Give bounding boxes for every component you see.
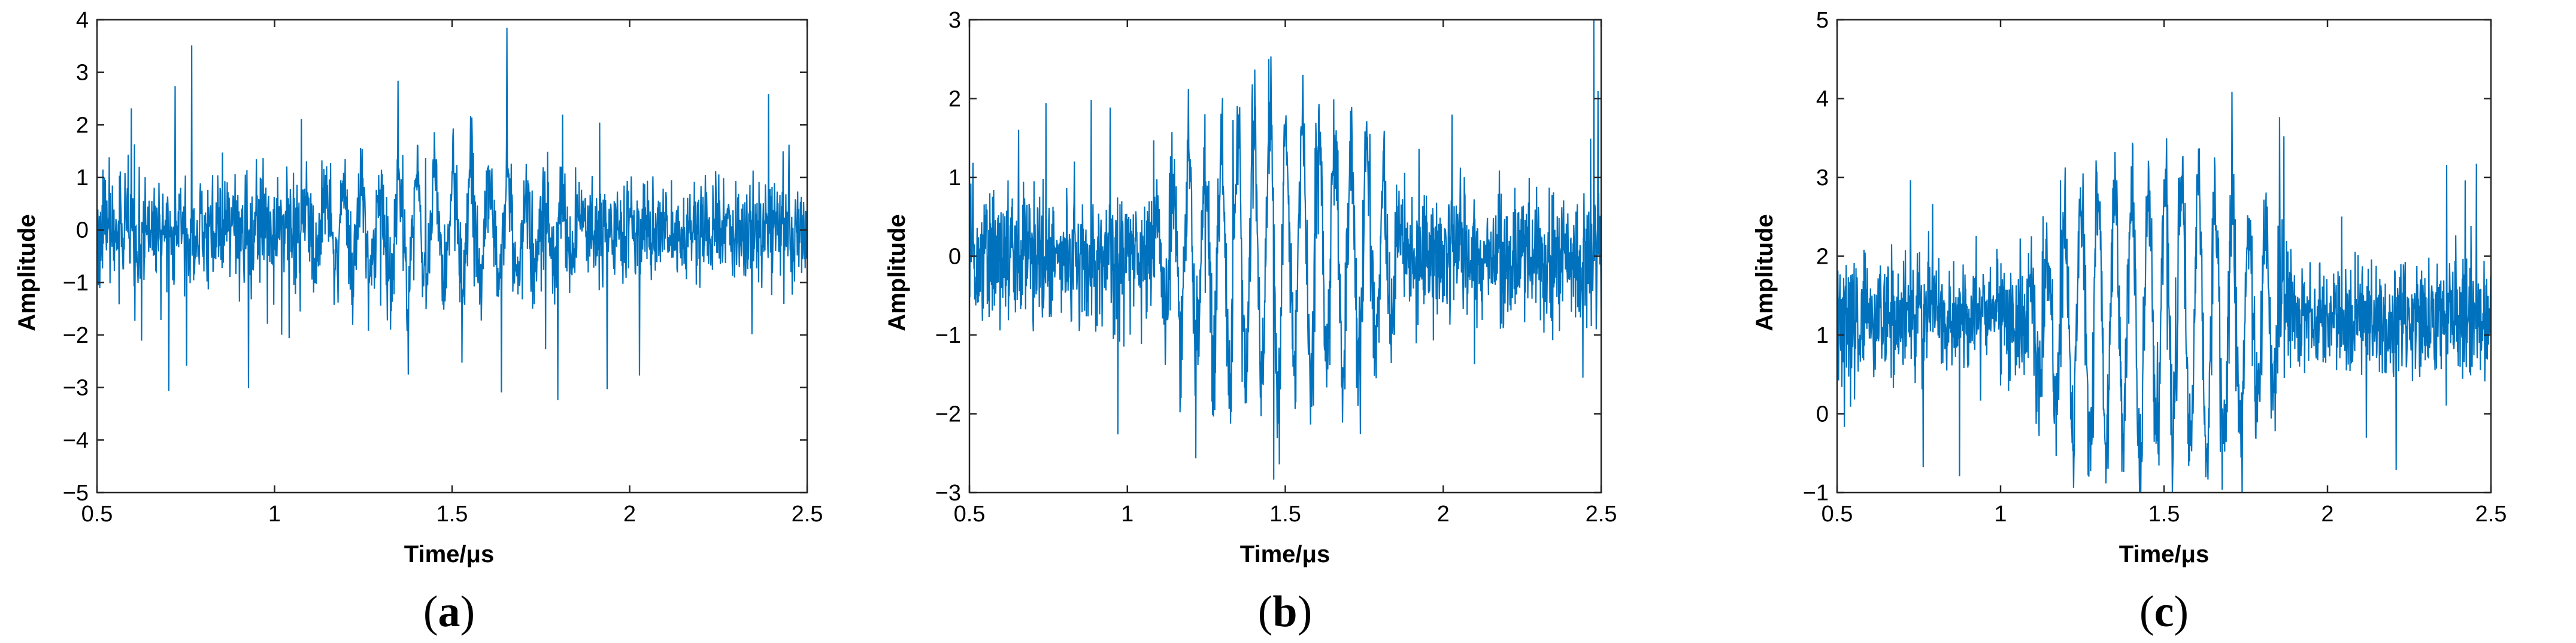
y-tick-label-a: −3 bbox=[63, 376, 89, 401]
x-tick-label-a: 2 bbox=[623, 502, 636, 527]
chart-a-svg: 0.5 1 1.5 2 2.5 −5 −4 −3 −2 −1 0 1 2 3 4 Time/μs Ampli… bbox=[14, 8, 823, 636]
y-tick-label-c: 3 bbox=[1816, 165, 1829, 191]
axes-box-c bbox=[1836, 19, 2492, 494]
y-tick-label-b: −2 bbox=[935, 402, 961, 427]
y-tick-label-a: −1 bbox=[63, 270, 89, 295]
panel-letter-c: c bbox=[2154, 587, 2174, 636]
y-tick-label-a: 0 bbox=[76, 218, 89, 243]
y-axis-label-b: Amplitude bbox=[884, 214, 910, 331]
y-tick-label-b: 1 bbox=[948, 165, 961, 191]
y-tick-label-c: 5 bbox=[1816, 8, 1829, 33]
x-tick-label-c: 1.5 bbox=[2148, 502, 2180, 527]
x-tick-label-c: 0.5 bbox=[1822, 502, 1853, 527]
panel-label-b: (b) bbox=[1258, 587, 1312, 636]
y-tick-label-a: 1 bbox=[76, 165, 89, 191]
chart-panel-c: 0.5 1 1.5 2 2.5 −1 0 1 2 3 4 5 Time/μs Amplitude (c… bbox=[1717, 0, 2576, 643]
x-tick-label-a: 2.5 bbox=[792, 502, 823, 527]
y-tick-label-b: −1 bbox=[935, 323, 961, 348]
y-tick-label-a: −4 bbox=[63, 428, 89, 453]
y-tick-label-c: −1 bbox=[1803, 481, 1829, 506]
y-tick-label-c: 4 bbox=[1816, 87, 1829, 112]
panel-letter-a: a bbox=[438, 587, 460, 636]
panel-letter-b: b bbox=[1272, 587, 1297, 636]
y-tick-label-b: 0 bbox=[948, 244, 961, 270]
y-tick-label-a: 4 bbox=[76, 8, 89, 33]
x-tick-label-a: 1.5 bbox=[437, 502, 468, 527]
series-line-c bbox=[1837, 92, 2491, 493]
y-tick-label-a: 2 bbox=[76, 113, 89, 138]
x-axis-label-c: Time/μs bbox=[2119, 541, 2209, 567]
x-tick-label-b: 1 bbox=[1121, 502, 1134, 527]
y-tick-label-c: 2 bbox=[1816, 244, 1829, 270]
y-tick-label-c: 0 bbox=[1816, 402, 1829, 427]
series-line-a bbox=[97, 28, 807, 400]
panel-label-c: (c) bbox=[2139, 587, 2189, 636]
x-tick-label-c: 1 bbox=[1994, 502, 2007, 527]
x-tick-label-b: 1.5 bbox=[1269, 502, 1301, 527]
panel-label-a: (a) bbox=[423, 587, 475, 636]
y-tick-label-b: 3 bbox=[948, 8, 961, 33]
x-tick-label-b: 2.5 bbox=[1586, 502, 1617, 527]
y-tick-label-b: −3 bbox=[935, 481, 961, 506]
x-tick-label-b: 0.5 bbox=[954, 502, 986, 527]
x-tick-label-c: 2.5 bbox=[2475, 502, 2507, 527]
chart-c-svg: 0.5 1 1.5 2 2.5 −1 0 1 2 3 4 5 Time/μs Amplitude (c… bbox=[1751, 8, 2507, 636]
x-tick-label-a: 0.5 bbox=[81, 502, 113, 527]
x-tick-label-b: 2 bbox=[1437, 502, 1450, 527]
series-line-b bbox=[969, 20, 1601, 480]
y-tick-label-a: −2 bbox=[63, 323, 89, 348]
plot-area-c: 0.5 1 1.5 2 2.5 −1 0 1 2 3 4 5 bbox=[1803, 8, 2507, 527]
chart-panel-b: 0.5 1 1.5 2 2.5 −3 −2 −1 0 1 2 3 Time/μs Amplitude … bbox=[859, 0, 1717, 643]
y-axis-label-c: Amplitude bbox=[1751, 214, 1778, 331]
y-axis-label-a: Amplitude bbox=[14, 214, 40, 331]
y-tick-label-a: −5 bbox=[63, 481, 89, 506]
x-axis-label-b: Time/μs bbox=[1240, 541, 1330, 567]
x-tick-label-c: 2 bbox=[2321, 502, 2333, 527]
plot-area-b: 0.5 1 1.5 2 2.5 −3 −2 −1 0 1 2 3 bbox=[935, 8, 1617, 527]
y-tick-label-a: 3 bbox=[76, 61, 89, 86]
y-tick-label-c: 1 bbox=[1816, 323, 1829, 348]
x-axis-label-a: Time/μs bbox=[404, 541, 494, 567]
chart-panel-a: 0.5 1 1.5 2 2.5 −5 −4 −3 −2 −1 0 1 2 3 4 Time/μs Ampli… bbox=[0, 0, 859, 643]
y-tick-label-b: 2 bbox=[948, 87, 961, 112]
x-tick-label-a: 1 bbox=[268, 502, 281, 527]
plot-area-a: 0.5 1 1.5 2 2.5 −5 −4 −3 −2 −1 0 1 2 3 4 bbox=[63, 8, 823, 527]
